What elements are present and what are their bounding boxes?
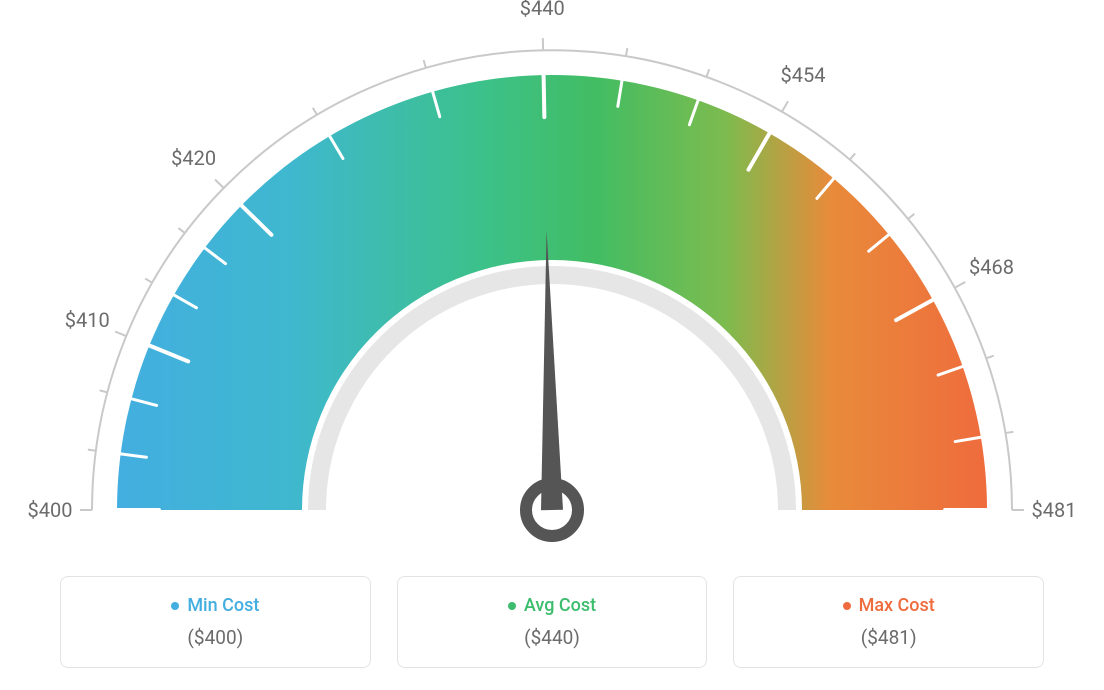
gauge-tick-label: $440 <box>520 0 565 20</box>
legend-row: Min Cost ($400) Avg Cost ($440) Max Cost… <box>60 576 1044 669</box>
gauge-tick-label: $468 <box>969 255 1014 279</box>
gauge-tick-label: $481 <box>1032 498 1077 522</box>
gauge-tick-label: $454 <box>781 63 826 87</box>
legend-dot-max <box>843 602 851 610</box>
legend-title-label-min: Min Cost <box>187 595 259 616</box>
legend-value-max: ($481) <box>744 626 1033 649</box>
legend-title-avg: Avg Cost <box>508 595 596 616</box>
legend-value-min: ($400) <box>71 626 360 649</box>
legend-card-avg: Avg Cost ($440) <box>397 576 708 669</box>
legend-title-min: Min Cost <box>171 595 259 616</box>
gauge-tick-label: $400 <box>28 498 73 522</box>
legend-title-label-max: Max Cost <box>859 595 935 616</box>
gauge-tick-label: $420 <box>171 146 216 170</box>
legend-value-avg: ($440) <box>408 626 697 649</box>
legend-title-label-avg: Avg Cost <box>524 595 596 616</box>
legend-card-max: Max Cost ($481) <box>733 576 1044 669</box>
gauge-tick-label: $410 <box>65 308 110 332</box>
legend-card-min: Min Cost ($400) <box>60 576 371 669</box>
gauge-chart: $400 $410 $420 $440 $454 $468 $481 <box>0 0 1104 560</box>
legend-dot-min <box>171 602 179 610</box>
legend-dot-avg <box>508 602 516 610</box>
legend-title-max: Max Cost <box>843 595 935 616</box>
gauge-svg <box>0 10 1104 570</box>
